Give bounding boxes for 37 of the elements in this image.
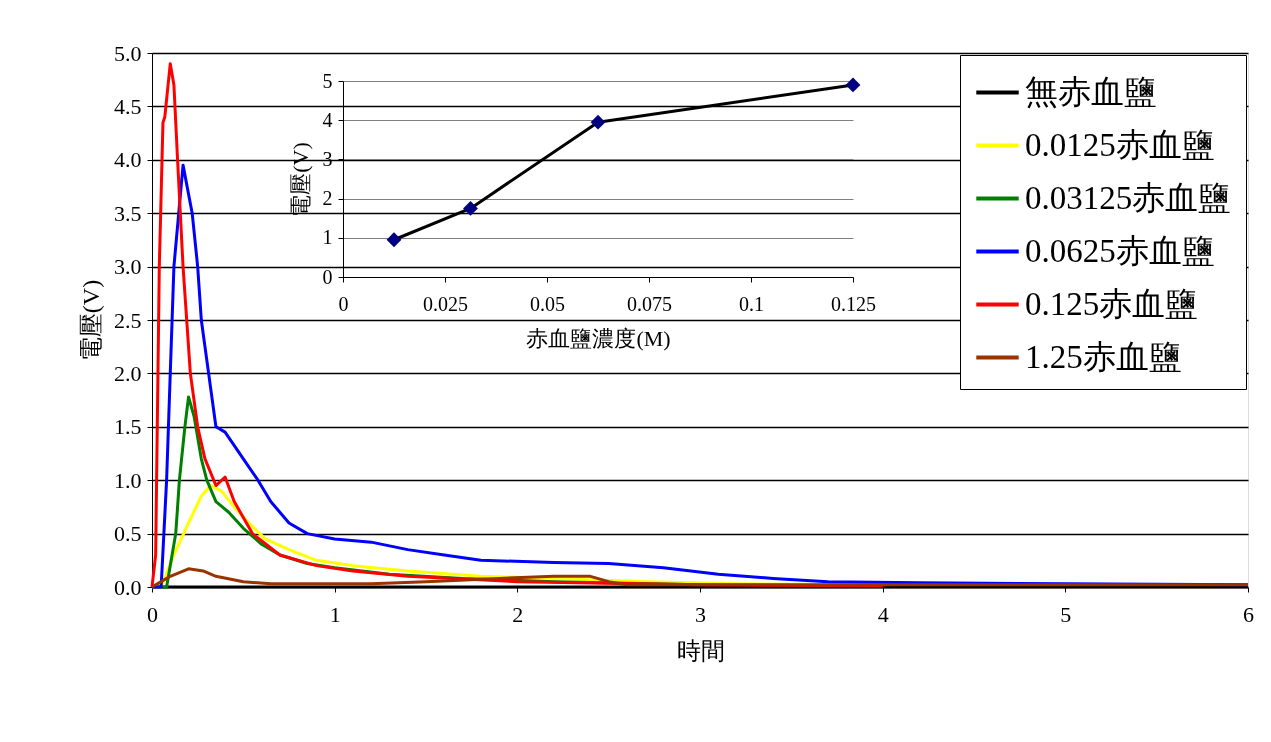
- legend-label: 0.03125赤血鹽: [1025, 179, 1232, 216]
- y-tick-label: 1: [322, 226, 333, 249]
- y-tick-label: 3.5: [114, 200, 142, 226]
- x-tick-label: 0: [147, 601, 158, 627]
- x-tick-label: 3: [695, 601, 706, 627]
- x-tick-label: 0.05: [530, 292, 565, 315]
- y-tick-label: 1.0: [114, 467, 142, 493]
- x-tick-label: 6: [1243, 601, 1254, 627]
- x-tick-label: 0.075: [627, 292, 672, 315]
- y-tick-label: 0.0: [114, 574, 142, 600]
- y-tick-label: 4.5: [114, 93, 142, 119]
- legend-label: 1.25赤血鹽: [1025, 338, 1182, 375]
- y-tick-label: 2.0: [114, 360, 142, 386]
- legend-label: 0.125赤血鹽: [1025, 285, 1199, 322]
- x-axis-title: 時間: [676, 637, 725, 664]
- x-tick-label: 0.125: [831, 292, 876, 315]
- y-axis-title: 電壓(V): [78, 279, 104, 362]
- y-tick-label: 5: [322, 69, 333, 92]
- x-tick-label: 2: [512, 601, 524, 627]
- y-tick-label: 0: [322, 265, 333, 288]
- x-tick-label: 4: [877, 601, 889, 627]
- legend-label: 無赤血鹽: [1025, 73, 1157, 110]
- x-axis-title: 赤血鹽濃度(M): [526, 325, 671, 351]
- x-tick-label: 0.1: [739, 292, 764, 315]
- y-tick-label: 4: [322, 108, 333, 131]
- y-tick-label: 2.5: [114, 307, 142, 333]
- y-tick-label: 2: [322, 187, 333, 210]
- x-tick-label: 0: [338, 292, 349, 315]
- legend-label: 0.0625赤血鹽: [1025, 232, 1215, 269]
- y-tick-label: 5.0: [114, 40, 142, 66]
- x-tick-label: 5: [1060, 601, 1072, 627]
- x-tick-label: 0.025: [423, 292, 468, 315]
- legend-label: 0.0125赤血鹽: [1025, 126, 1215, 163]
- y-tick-label: 4.0: [114, 147, 142, 173]
- y-tick-label: 3.0: [114, 254, 142, 280]
- y-tick-label: 1.5: [114, 414, 142, 440]
- y-tick-label: 0.5: [114, 521, 142, 547]
